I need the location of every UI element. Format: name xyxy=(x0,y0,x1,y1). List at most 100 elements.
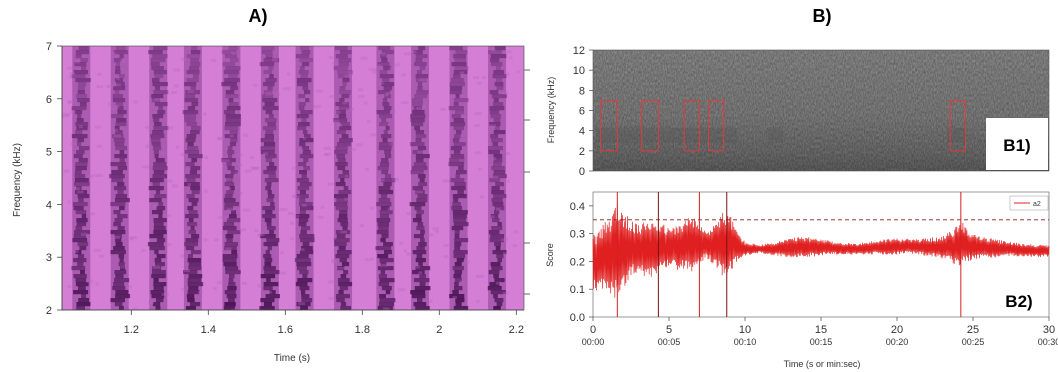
texture-cell xyxy=(297,302,305,306)
band-cell xyxy=(494,278,505,283)
texture-cell xyxy=(221,159,230,163)
texture-cell xyxy=(332,236,337,240)
band-cell xyxy=(184,150,199,155)
band-cell xyxy=(263,58,280,63)
band-cell xyxy=(299,198,306,203)
texture-cell xyxy=(415,190,423,194)
band-cell xyxy=(75,278,87,283)
band-cell xyxy=(155,190,161,195)
texture-cell xyxy=(85,174,94,178)
band-cell xyxy=(496,254,504,259)
texture-cell xyxy=(161,293,170,297)
band-cell xyxy=(150,138,161,143)
texture-cell xyxy=(328,182,335,186)
texture-cell xyxy=(429,299,433,303)
band-cell xyxy=(339,50,352,55)
y-tick-label: 7 xyxy=(46,41,52,53)
band-cell xyxy=(378,274,388,279)
texture-cell xyxy=(333,110,341,114)
band-cell xyxy=(302,130,308,135)
texture-cell xyxy=(224,177,232,181)
texture-cell xyxy=(265,92,273,96)
band-cell xyxy=(378,226,389,231)
band-cell xyxy=(379,302,394,307)
texture-cell xyxy=(280,251,284,255)
band-cell xyxy=(150,58,166,63)
texture-cell xyxy=(169,126,174,130)
band-cell xyxy=(493,170,505,175)
band-cell xyxy=(453,126,464,131)
texture-cell xyxy=(297,248,305,252)
band-cell xyxy=(154,262,165,267)
band-cell xyxy=(262,106,279,111)
band-cell xyxy=(413,162,427,167)
band-cell xyxy=(456,258,465,263)
band-cell xyxy=(228,46,238,51)
band-cell xyxy=(414,94,428,99)
band-cell xyxy=(385,290,391,295)
band-cell xyxy=(263,70,272,75)
band-cell xyxy=(451,62,467,67)
band-cell xyxy=(153,46,168,51)
band-cell xyxy=(378,146,392,151)
band-cell xyxy=(409,114,426,119)
texture-cell xyxy=(96,85,103,89)
band-cell xyxy=(262,206,275,211)
band-cell xyxy=(377,254,389,259)
band-cell xyxy=(154,258,162,263)
texture-cell xyxy=(370,133,377,137)
texture-cell xyxy=(348,148,356,152)
texture-cell xyxy=(236,153,243,157)
band-cell xyxy=(263,82,275,87)
band-cell xyxy=(222,226,237,231)
band-cell xyxy=(490,134,499,139)
band-cell xyxy=(299,206,314,211)
band-cell xyxy=(415,138,422,143)
band-cell xyxy=(303,90,311,95)
band-cell xyxy=(416,226,425,231)
band-cell xyxy=(71,106,87,111)
texture-cell xyxy=(72,187,80,191)
dark-band xyxy=(488,46,507,310)
band-cell xyxy=(450,154,465,159)
texture-cell xyxy=(389,67,395,71)
band-cell xyxy=(302,150,311,155)
dark-band xyxy=(449,46,468,310)
band-cell xyxy=(150,290,165,295)
band-cell xyxy=(119,158,125,163)
texture-cell xyxy=(395,63,401,67)
call-energy xyxy=(947,127,967,143)
x-tick-label: 1.4 xyxy=(201,324,216,336)
band-cell xyxy=(74,182,90,187)
band-cell xyxy=(265,78,277,83)
band-cell xyxy=(337,218,348,223)
band-cell xyxy=(338,58,351,63)
texture-cell xyxy=(80,232,88,236)
band-cell xyxy=(268,66,274,71)
texture-cell xyxy=(363,101,368,105)
band-cell xyxy=(184,118,196,123)
texture-cell xyxy=(385,92,391,96)
texture-cell xyxy=(145,126,153,130)
band-cell xyxy=(302,274,308,279)
band-cell xyxy=(263,266,276,271)
band-cell xyxy=(416,70,422,75)
band-cell xyxy=(77,114,82,119)
band-cell xyxy=(298,122,310,127)
band-cell xyxy=(455,174,461,179)
band-cell xyxy=(380,270,386,275)
texture-cell xyxy=(243,133,248,137)
band-cell xyxy=(492,174,507,179)
panel-b1-badge xyxy=(986,118,1048,170)
band-cell xyxy=(266,278,271,283)
band-cell xyxy=(491,198,503,203)
band-cell xyxy=(263,90,273,95)
band-cell xyxy=(493,294,498,299)
band-cell xyxy=(415,266,431,271)
band-cell xyxy=(451,114,461,119)
texture-cell xyxy=(257,284,264,288)
x-tick-label: 10 xyxy=(739,324,751,336)
band-cell xyxy=(300,74,309,79)
band-cell xyxy=(230,138,238,143)
band-cell xyxy=(419,282,426,287)
